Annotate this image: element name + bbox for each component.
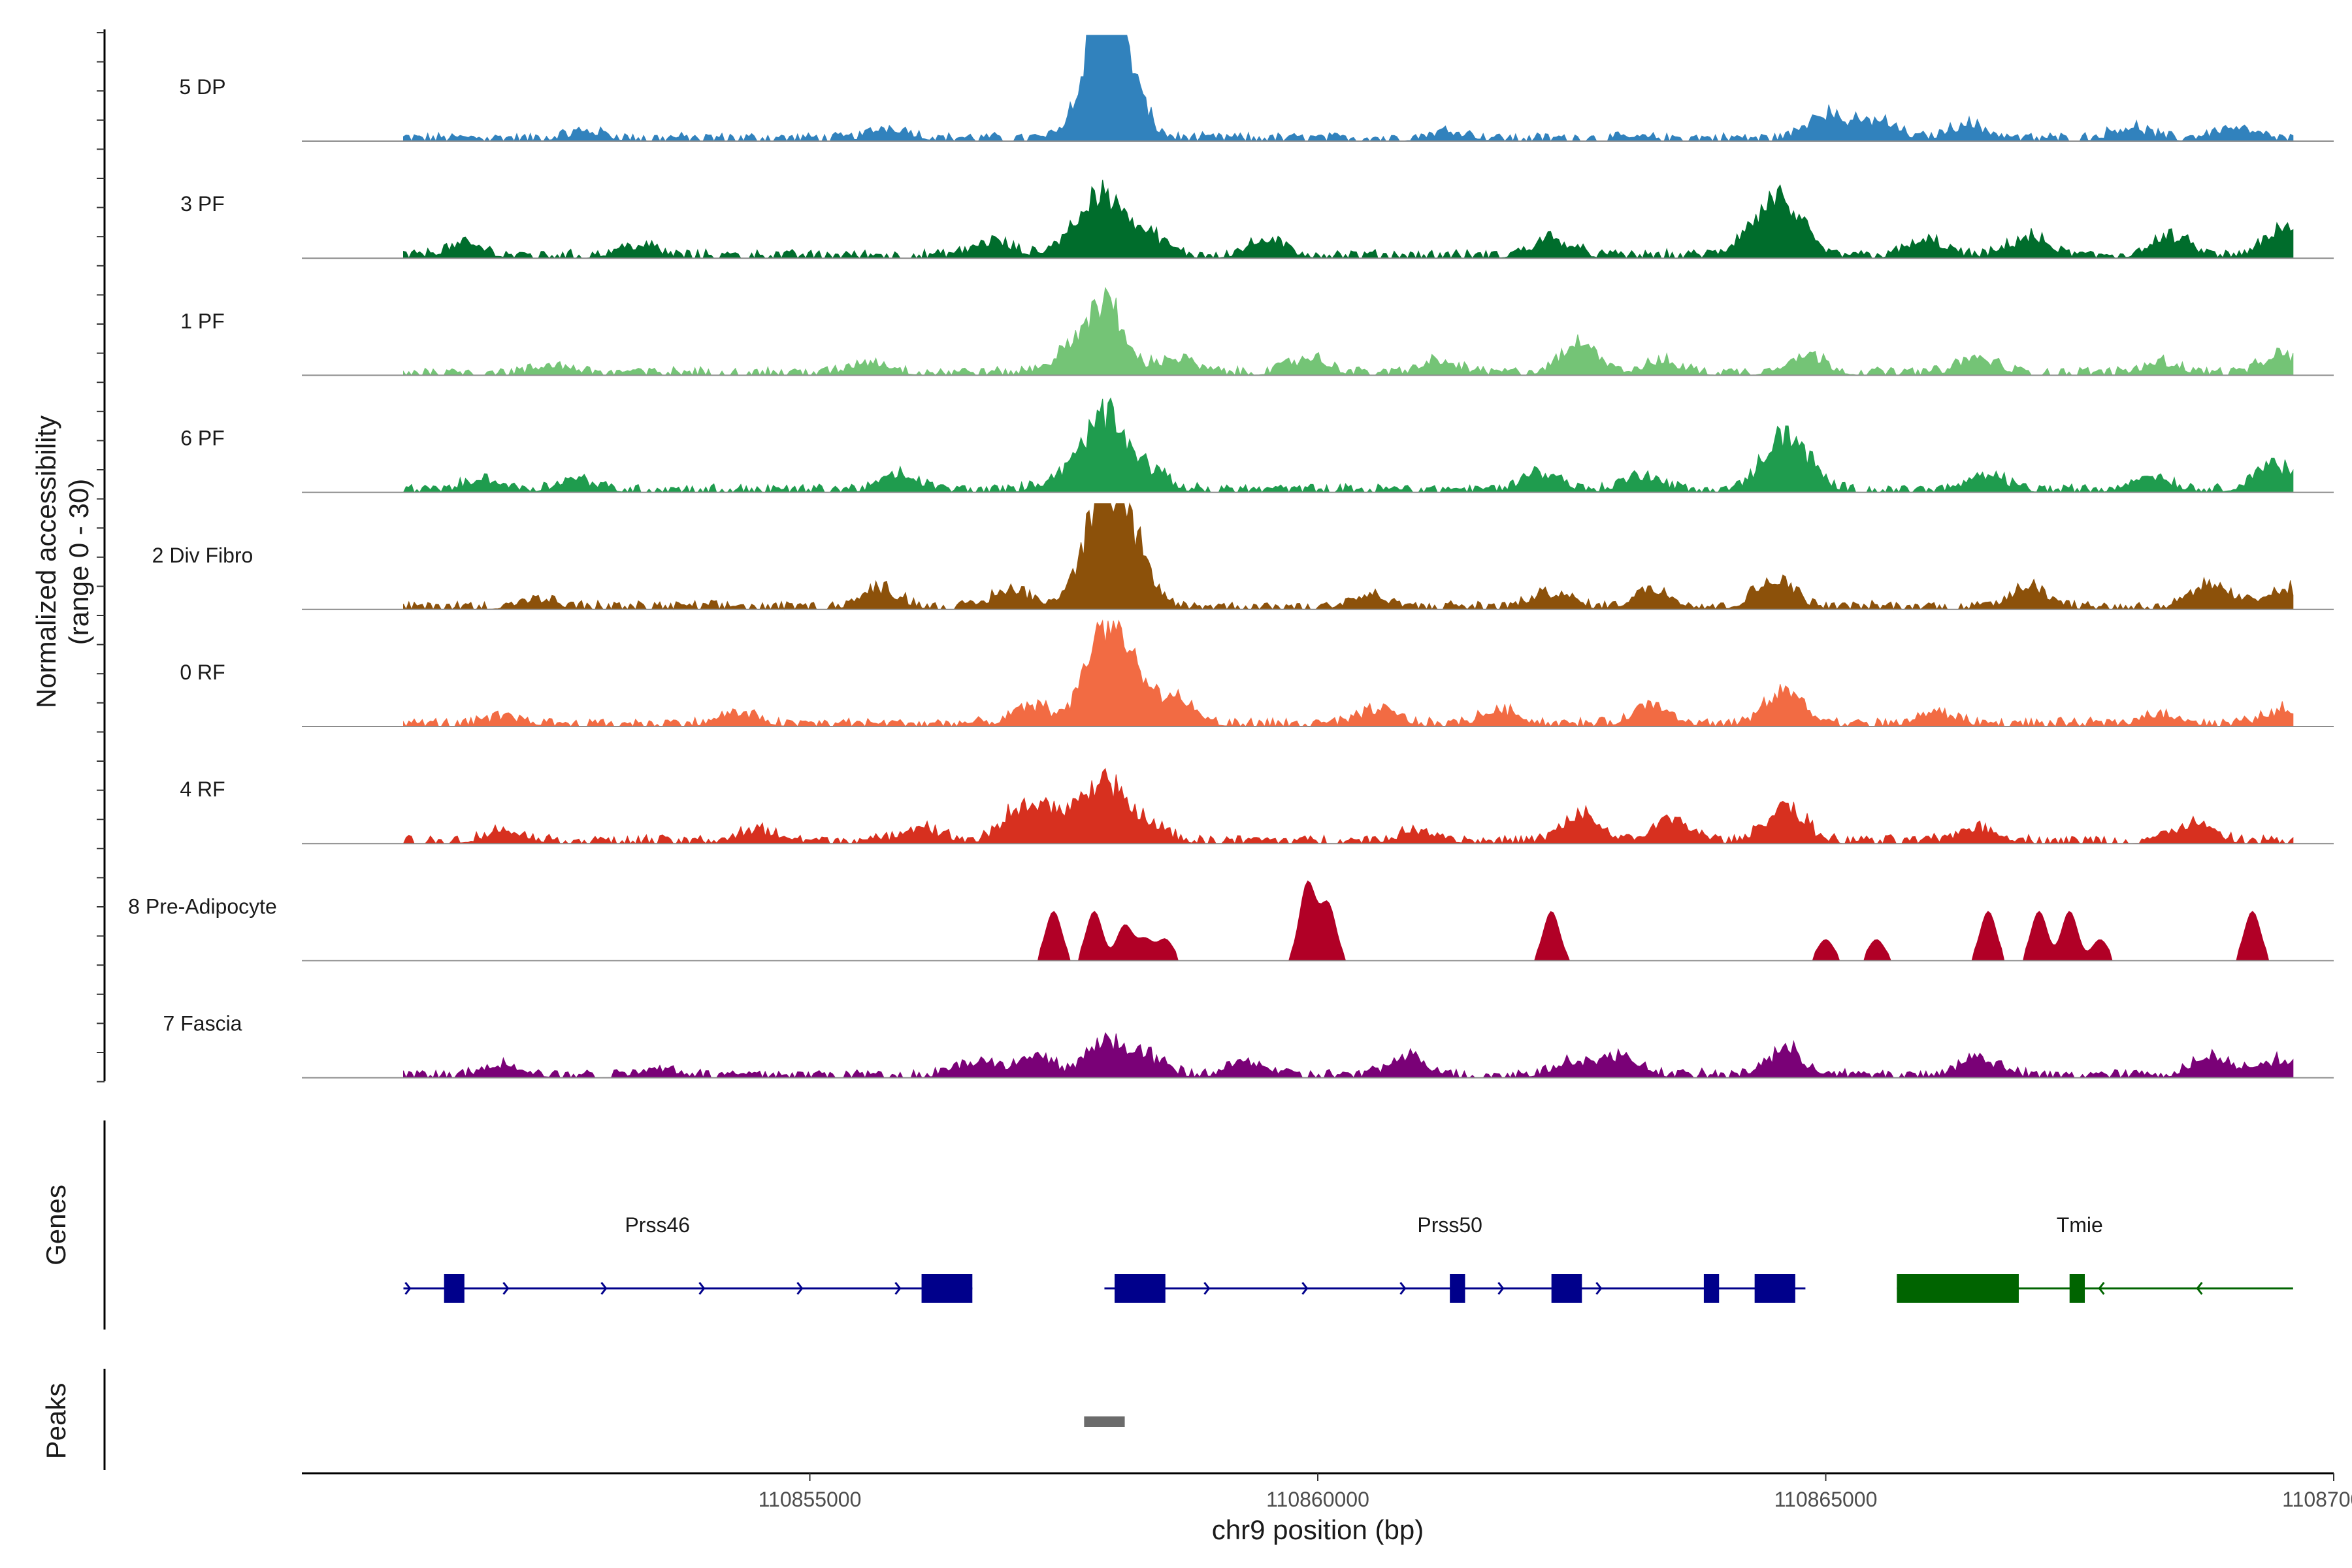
coverage-area xyxy=(403,502,2294,611)
strand-arrow-icon xyxy=(1203,1282,1211,1295)
strand-arrow-icon xyxy=(404,1282,412,1295)
coverage-area xyxy=(402,768,2294,845)
x-tick-label: 110860000 xyxy=(1266,1488,1369,1511)
strand-arrow-icon xyxy=(502,1282,510,1295)
gene-prss50: Prss50 xyxy=(1104,1213,1806,1303)
strand-arrow-icon xyxy=(1595,1282,1603,1295)
gene-exon xyxy=(1551,1274,1582,1303)
gene-label: Prss50 xyxy=(1417,1213,1482,1237)
gene-exon xyxy=(1703,1274,1720,1303)
track-label: 6 PF xyxy=(180,427,225,450)
track-label: 7 Fascia xyxy=(163,1012,242,1036)
gene-exon xyxy=(444,1274,465,1303)
gene-exon xyxy=(2069,1274,2085,1303)
strand-arrow-icon xyxy=(796,1282,804,1295)
track-0-rf: 0 RF xyxy=(180,619,2334,728)
track-label: 0 RF xyxy=(180,661,225,684)
gene-label: Prss46 xyxy=(625,1213,690,1237)
peaks-panel-title: Peaks xyxy=(41,1383,71,1460)
track-label: 5 DP xyxy=(179,75,225,99)
peaks-track xyxy=(1084,1416,1125,1427)
track-2-div-fibro: 2 Div Fibro xyxy=(152,502,2334,611)
x-tick-label: 110855000 xyxy=(759,1488,862,1511)
strand-arrow-icon xyxy=(698,1282,706,1295)
track-4-rf: 4 RF xyxy=(180,768,2334,845)
strand-arrow-icon xyxy=(894,1282,902,1295)
strand-arrow-icon xyxy=(2196,1282,2203,1295)
track-8-pre-adipocyte: 8 Pre-Adipocyte xyxy=(128,880,2334,962)
track-7-fascia: 7 Fascia xyxy=(163,1012,2334,1079)
gene-exon xyxy=(1897,1274,2019,1303)
x-axis: 110855000 110860000 110865000 110870000 xyxy=(759,1473,2352,1511)
x-tick-label: 110870000 xyxy=(2282,1488,2352,1511)
strand-arrow-icon xyxy=(2098,1282,2105,1295)
track-label: 8 Pre-Adipocyte xyxy=(128,894,277,918)
x-axis-title: chr9 position (bp) xyxy=(1212,1514,1424,1545)
peak-region xyxy=(1084,1416,1125,1427)
y-axis-title: Normalized accessibility xyxy=(31,416,61,708)
gene-annotation-track: Prss46 Prss50 Tmie xyxy=(403,1213,2293,1303)
strand-arrow-icon xyxy=(1399,1282,1407,1295)
y-axis-range-label: (range 0 - 30) xyxy=(63,479,94,645)
track-label: 2 Div Fibro xyxy=(152,544,253,567)
track-6-pf: 6 PF xyxy=(180,397,2334,494)
gene-label: Tmie xyxy=(2057,1213,2103,1237)
track-1-pf: 1 PF xyxy=(180,287,2334,376)
coverage-area xyxy=(403,619,2294,728)
gene-exon xyxy=(1450,1274,1465,1303)
coverage-tracks: 5 DP 3 PF 1 PF 6 PF 2 Div Fibro 0 RF 4 RF 8 Pre… xyxy=(128,35,2334,1079)
strand-arrow-icon xyxy=(1301,1282,1309,1295)
gene-tmie: Tmie xyxy=(1897,1213,2293,1303)
strand-arrow-icon xyxy=(1497,1282,1505,1295)
track-label: 1 PF xyxy=(180,309,225,333)
track-3-pf: 3 PF xyxy=(180,180,2334,259)
genes-panel-title: Genes xyxy=(41,1184,71,1266)
coverage-area xyxy=(403,35,2294,142)
track-label: 4 RF xyxy=(180,777,225,801)
gene-exon xyxy=(1115,1274,1166,1303)
track-label: 3 PF xyxy=(180,192,225,216)
gene-prss46: Prss46 xyxy=(403,1213,973,1303)
track-5-dp: 5 DP xyxy=(179,35,2334,142)
y-axis-minor-ticks xyxy=(97,32,105,1083)
gene-exon xyxy=(1754,1274,1795,1303)
x-tick-label: 110865000 xyxy=(1774,1488,1878,1511)
strand-arrow-icon xyxy=(600,1282,608,1295)
coverage-area xyxy=(403,1032,2294,1079)
gene-exon xyxy=(921,1274,973,1303)
